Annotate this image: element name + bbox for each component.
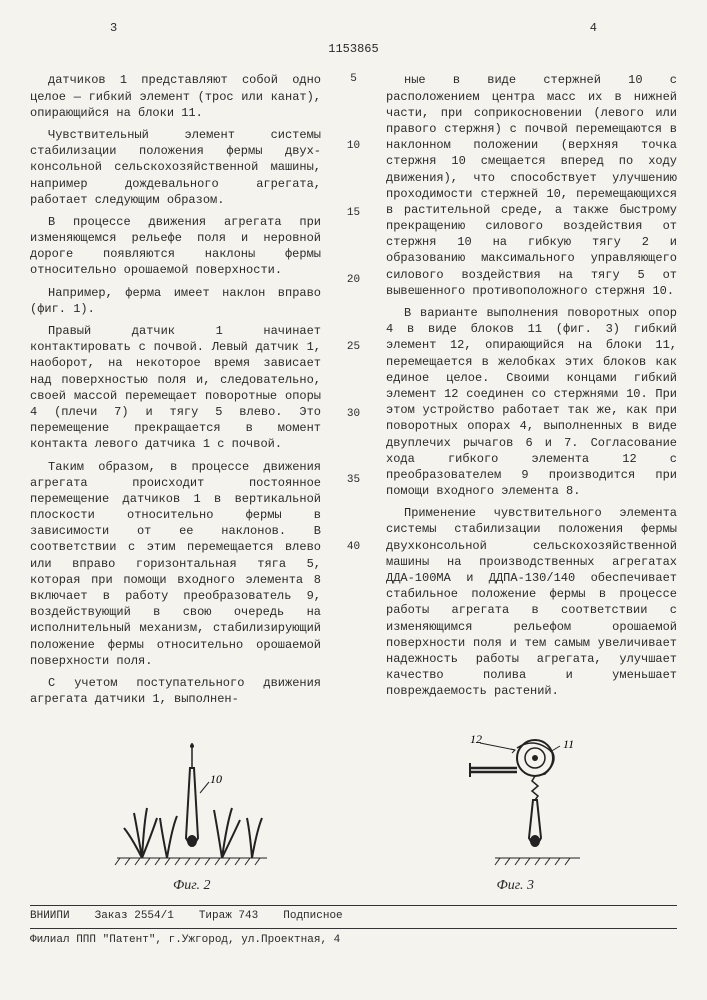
para: Применение чувствительного элемента сист… (386, 505, 677, 699)
fig2-label-10: 10 (210, 772, 222, 786)
line-marker: 20 (346, 273, 361, 288)
page-right: 4 (590, 20, 597, 36)
footer-order: Заказ 2554/1 (95, 909, 174, 924)
line-marker: 5 (346, 72, 361, 87)
figures-row: 10 Фиг. 2 (30, 728, 677, 895)
header-row: 3 4 (30, 20, 677, 36)
left-column: датчиков 1 представляют собой одно целое… (30, 72, 321, 713)
line-number-gutter: 5 10 15 20 25 30 35 40 (346, 72, 361, 713)
para: В процессе движения агрегата при изменяю… (30, 214, 321, 279)
para: Таким образом, в процессе движения агрег… (30, 459, 321, 669)
figure-2-caption: Фиг. 2 (112, 877, 272, 896)
footer-line-1: ВНИИПИ Заказ 2554/1 Тираж 743 Подписное (30, 909, 677, 929)
text-columns: датчиков 1 представляют собой одно целое… (30, 72, 677, 713)
para: ные в виде стержней 10 с расположением ц… (386, 72, 677, 299)
figure-3-svg: 12 11 (435, 728, 595, 868)
figure-2: 10 Фиг. 2 (112, 738, 272, 895)
para: датчиков 1 представляют собой одно целое… (30, 72, 321, 121)
page-left: 3 (110, 20, 117, 36)
para: Правый датчик 1 начинает контактировать … (30, 323, 321, 453)
para: Например, ферма имеет наклон вправо (фиг… (30, 285, 321, 317)
figure-3: 12 11 Фиг. 3 (435, 728, 595, 895)
line-marker: 25 (346, 340, 361, 355)
right-column: ные в виде стержней 10 с расположением ц… (386, 72, 677, 713)
line-marker: 40 (346, 540, 361, 555)
fig3-label-11: 11 (563, 737, 574, 751)
footer-tirazh: Тираж 743 (199, 909, 258, 924)
footer-address: Филиал ППП "Патент", г.Ужгород, ул.Проек… (30, 929, 677, 948)
figure-2-svg: 10 (112, 738, 272, 868)
line-marker: 15 (346, 206, 361, 221)
line-marker: 10 (346, 139, 361, 154)
document-number: 1153865 (30, 41, 677, 57)
footer-org: ВНИИПИ (30, 909, 70, 924)
para: В варианте выполнения поворотных опор 4 … (386, 305, 677, 499)
para: Чувствительный элемент системы стабилиза… (30, 127, 321, 208)
para: С учетом поступательного движения агрега… (30, 675, 321, 707)
line-marker: 30 (346, 407, 361, 422)
line-marker: 35 (346, 473, 361, 488)
footer: ВНИИПИ Заказ 2554/1 Тираж 743 Подписное … (30, 905, 677, 948)
footer-sub: Подписное (283, 909, 342, 924)
fig3-label-12: 12 (470, 732, 482, 746)
figure-3-caption: Фиг. 3 (435, 877, 595, 896)
